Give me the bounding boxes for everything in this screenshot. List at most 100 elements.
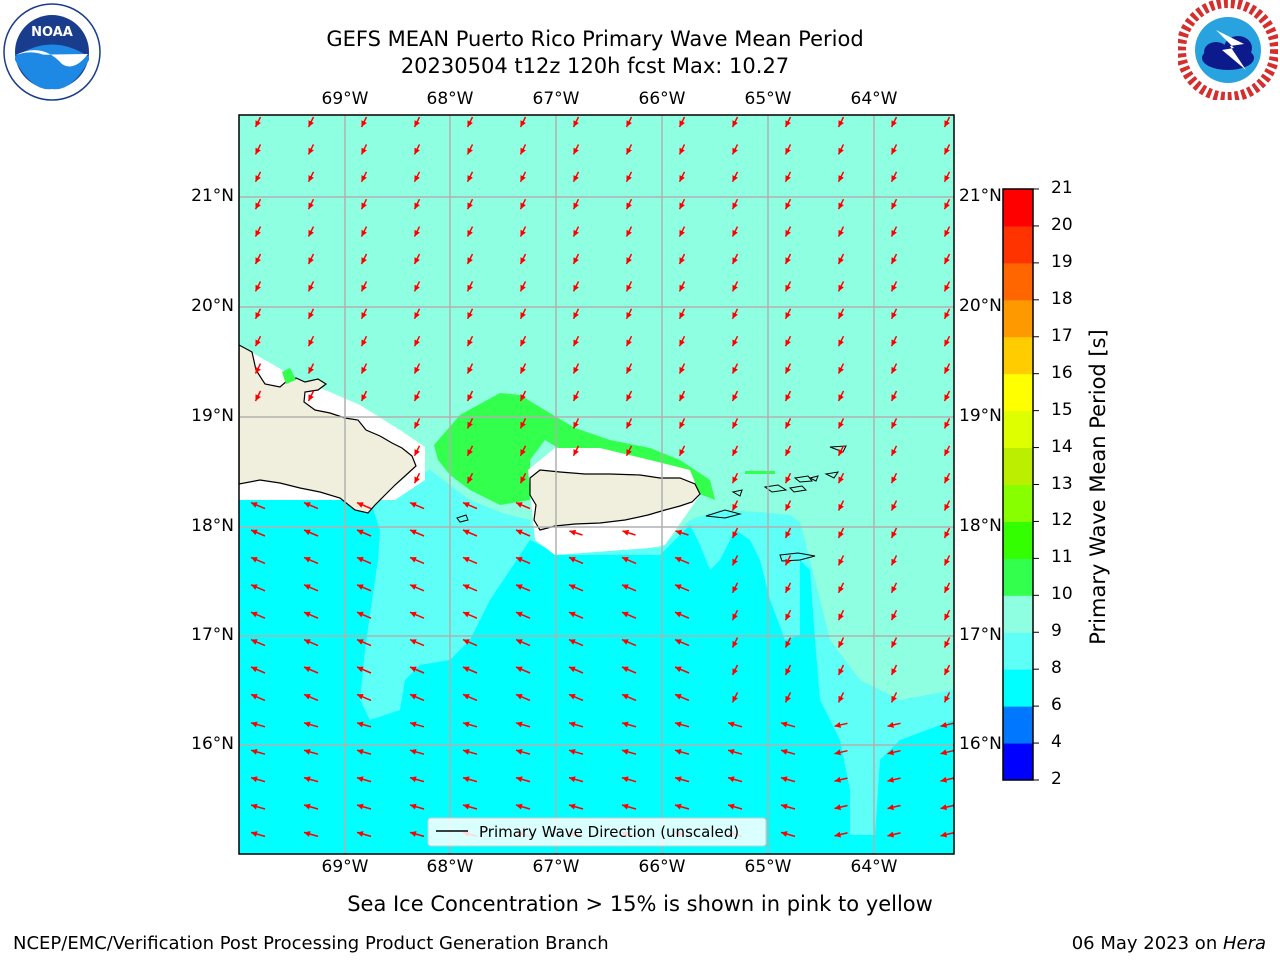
- lat-label-right: 21°N: [959, 186, 1002, 206]
- wave-arrow: [356, 584, 372, 592]
- wave-arrow: [622, 529, 636, 536]
- wave-arrow: [731, 198, 739, 210]
- wave-arrow: [515, 803, 531, 810]
- wave-arrow: [462, 666, 478, 674]
- wave-arrow: [515, 638, 531, 647]
- lat-label-right: 17°N: [959, 625, 1002, 645]
- wave-arrow: [462, 748, 478, 755]
- wave-arrow: [250, 721, 266, 728]
- legend-label: Primary Wave Direction (unscaled): [479, 823, 739, 841]
- wave-arrow: [466, 472, 474, 484]
- wave-arrow: [409, 501, 425, 510]
- wave-arrow: [572, 445, 580, 457]
- wave-arrow: [307, 226, 315, 237]
- wave-arrow: [625, 253, 633, 265]
- wave-arrow: [250, 693, 266, 702]
- wave-arrow: [890, 226, 898, 237]
- wave-arrow: [837, 281, 845, 292]
- wave-arrow: [519, 418, 527, 429]
- wave-arrow: [784, 609, 792, 621]
- wave-arrow: [678, 390, 686, 402]
- wave-arrow: [731, 335, 739, 347]
- wave-arrow: [466, 198, 474, 210]
- wave-arrow: [943, 637, 951, 648]
- wave-arrow: [731, 582, 739, 594]
- wave-arrow: [519, 390, 527, 402]
- wave-arrow: [413, 171, 421, 183]
- wave-arrow: [784, 198, 792, 210]
- colorbar-tick-label: 13: [1051, 473, 1073, 494]
- wave-arrow: [621, 776, 637, 783]
- arrow-legend: Primary Wave Direction (unscaled): [427, 817, 767, 847]
- wave-arrow: [943, 116, 951, 128]
- wave-arrow: [254, 198, 262, 210]
- wave-arrow: [837, 390, 845, 402]
- wave-arrow: [307, 363, 315, 374]
- wave-arrow: [674, 556, 690, 565]
- colorbar-tick-label: 12: [1051, 510, 1073, 531]
- wave-arrow: [515, 611, 531, 619]
- wave-arrow: [890, 664, 898, 676]
- colorbar-tick-label: 10: [1051, 584, 1073, 605]
- colorbar-tick-label: 15: [1051, 399, 1073, 420]
- wave-arrow: [254, 253, 262, 265]
- wave-arrow: [887, 722, 901, 728]
- wave-arrow: [572, 198, 580, 210]
- wave-arrow: [731, 472, 739, 484]
- wave-arrow: [360, 171, 368, 183]
- wave-arrow: [519, 253, 527, 265]
- wave-arrow: [784, 363, 792, 374]
- wave-arrow: [940, 831, 954, 838]
- wave-arrow: [784, 144, 792, 155]
- wave-arrow: [303, 803, 319, 810]
- wave-arrow: [727, 803, 743, 810]
- colorbar-tick-label: 17: [1051, 325, 1073, 346]
- colorbar-segment: [1003, 484, 1033, 522]
- wave-arrow: [940, 749, 954, 756]
- wave-arrow: [572, 116, 580, 128]
- wave-arrow: [621, 556, 637, 565]
- wave-arrow: [837, 582, 845, 594]
- wave-arrow: [674, 721, 690, 728]
- wave-arrow: [890, 390, 898, 402]
- lat-label-left: 18°N: [191, 516, 234, 536]
- wave-arrow: [943, 281, 951, 292]
- wave-arrow: [466, 335, 474, 347]
- wave-arrow: [572, 281, 580, 292]
- wave-arrow: [784, 308, 792, 320]
- wave-arrow: [515, 693, 531, 702]
- wave-arrow: [519, 445, 527, 457]
- wave-arrow: [731, 418, 739, 429]
- wave-arrow: [466, 226, 474, 237]
- wave-arrow: [462, 693, 478, 702]
- wave-arrow: [890, 582, 898, 594]
- wave-arrow: [940, 804, 954, 811]
- colorbar-segment: [1003, 669, 1033, 707]
- wave-arrow: [890, 171, 898, 183]
- wave-direction-arrows: [250, 116, 954, 838]
- wave-arrow: [625, 171, 633, 183]
- colorbar-segment: [1003, 189, 1033, 227]
- wave-arrow: [413, 335, 421, 347]
- wave-arrow: [943, 144, 951, 155]
- wave-arrow: [360, 281, 368, 292]
- wave-arrow: [303, 638, 319, 647]
- wave-arrow: [466, 445, 474, 457]
- wave-arrow: [572, 226, 580, 237]
- wave-arrow: [943, 253, 951, 265]
- caption: Sea Ice Concentration > 15% is shown in …: [347, 892, 933, 916]
- wave-arrow: [784, 692, 792, 703]
- wave-arrow: [519, 226, 527, 237]
- wave-arrow: [837, 664, 845, 676]
- wave-arrow: [621, 584, 637, 592]
- wave-arrow: [568, 776, 584, 783]
- wave-arrow: [731, 171, 739, 183]
- wave-arrow: [784, 664, 792, 676]
- lon-label-bottom: 67°W: [532, 857, 580, 877]
- wave-arrow: [413, 445, 421, 457]
- wave-arrow: [625, 281, 633, 292]
- wave-arrow: [727, 721, 743, 728]
- wave-arrow: [940, 722, 954, 728]
- wave-arrow: [678, 116, 686, 128]
- lon-label-top: 67°W: [532, 89, 580, 109]
